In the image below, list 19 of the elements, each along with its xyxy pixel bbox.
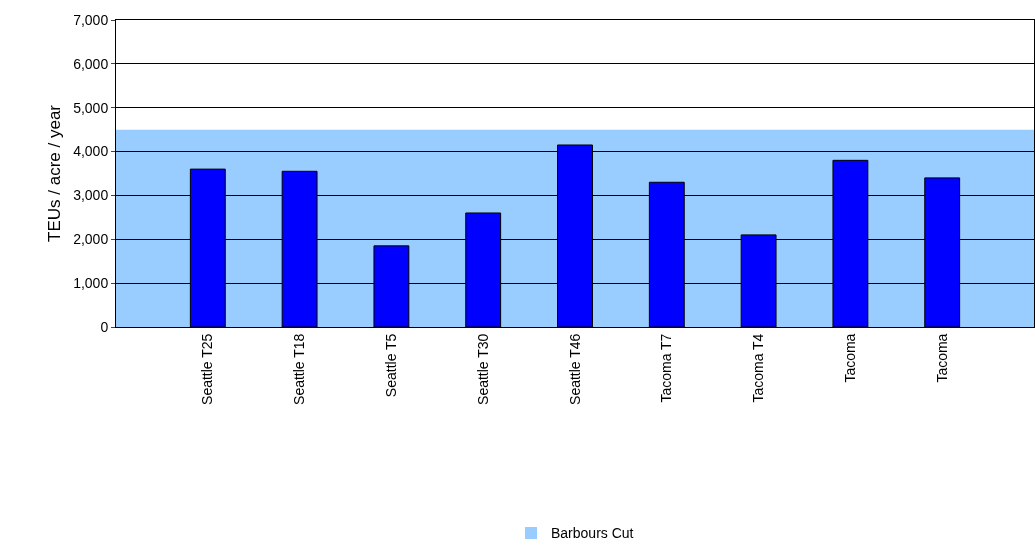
x-tick-label: Seattle T5 — [382, 333, 399, 398]
x-tick-label: Seattle T25 — [199, 333, 216, 405]
y-tick-label: 2,000 — [73, 231, 109, 248]
x-tick-label: Tacoma — [841, 333, 858, 383]
y-tick-label: 7,000 — [73, 11, 109, 28]
y-tick-label: 0 — [100, 318, 109, 335]
x-tick-label: Seattle T18 — [291, 333, 308, 405]
y-tick-label: 1,000 — [73, 275, 109, 292]
x-tick-label: Tacoma T4 — [750, 333, 767, 403]
y-axis-title: TEUs / acre / year — [44, 104, 64, 242]
x-tick-label: Seattle T46 — [566, 333, 583, 405]
x-tick-label: Seattle T30 — [474, 333, 491, 405]
y-tick-label: 5,000 — [73, 99, 109, 116]
y-tick-label: 6,000 — [73, 55, 109, 72]
y-tick-label: 4,000 — [73, 143, 109, 160]
x-tick-label: Tacoma T7 — [658, 333, 675, 403]
legend-label: Barbours Cut — [551, 525, 634, 542]
x-tick-label: Tacoma — [933, 333, 950, 383]
y-tick-label: 3,000 — [73, 187, 109, 204]
